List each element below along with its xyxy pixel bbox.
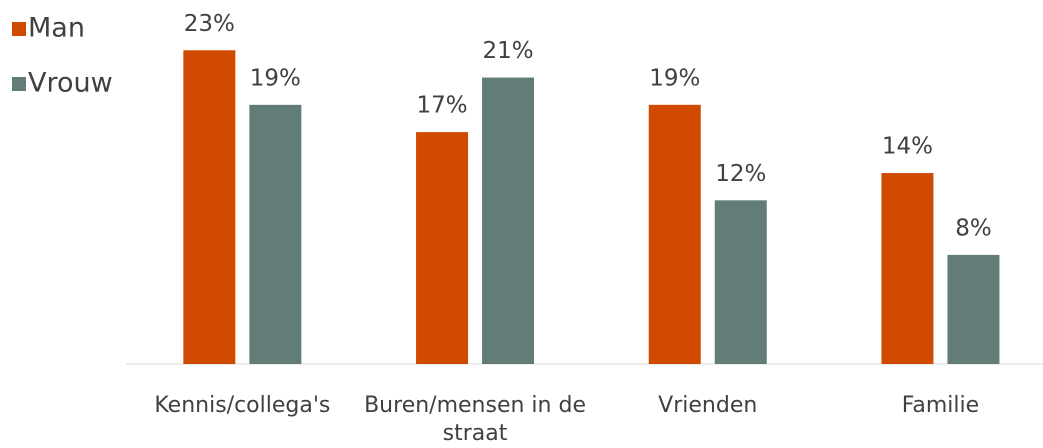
bar bbox=[881, 173, 934, 364]
x-tick-label: Kennis/collega's bbox=[154, 393, 331, 418]
legend-swatch bbox=[12, 22, 26, 36]
value-label: 12% bbox=[715, 161, 766, 187]
value-label: 8% bbox=[955, 215, 992, 241]
bar bbox=[249, 104, 302, 364]
bar bbox=[947, 254, 1000, 364]
bar bbox=[482, 77, 535, 364]
value-label: 21% bbox=[482, 38, 533, 64]
bar bbox=[416, 132, 469, 364]
x-tick-label: Buren/mensen in de straat bbox=[364, 393, 586, 446]
bar bbox=[648, 104, 701, 364]
value-label: 23% bbox=[184, 11, 235, 37]
x-tick-label: Familie bbox=[901, 393, 980, 418]
value-label: 14% bbox=[882, 134, 933, 160]
bar bbox=[183, 50, 236, 364]
bar bbox=[714, 200, 767, 364]
value-label: 17% bbox=[416, 93, 467, 119]
legend-label: Vrouw bbox=[28, 68, 113, 99]
value-label: 19% bbox=[649, 65, 700, 91]
x-tick-label: Vrienden bbox=[658, 393, 758, 418]
legend-label: Man bbox=[28, 13, 85, 44]
legend-swatch bbox=[12, 77, 26, 91]
value-label: 19% bbox=[250, 65, 301, 91]
